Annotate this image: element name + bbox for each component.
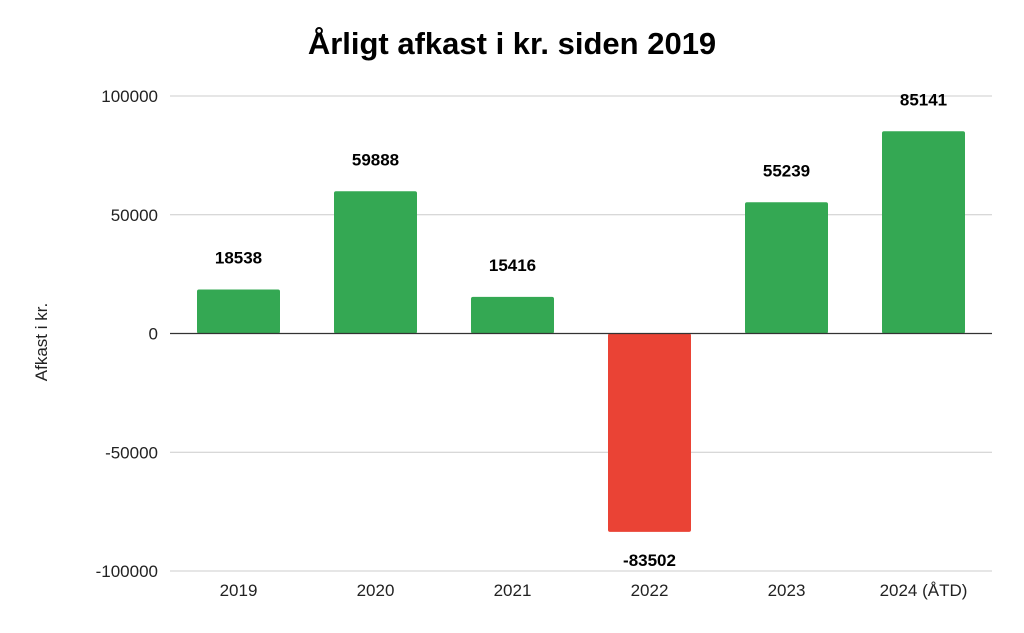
bars (197, 131, 965, 532)
x-tick-label: 2024 (ÅTD) (880, 581, 968, 600)
data-labels: 18538 59888 15416 -83502 55239 85141 (215, 90, 947, 570)
y-tick-label: -100000 (96, 562, 158, 581)
y-tick-label: 50000 (111, 206, 158, 225)
bar-2023 (745, 202, 828, 334)
bar-2021 (471, 296, 554, 334)
x-tick-label: 2021 (494, 581, 532, 600)
x-tick-label: 2022 (631, 581, 669, 600)
x-tick-label: 2020 (357, 581, 395, 600)
data-label: 55239 (763, 161, 810, 180)
data-label: -83502 (623, 551, 676, 570)
data-label: 85141 (900, 90, 947, 109)
y-tick-labels: 100000 50000 0 -50000 -100000 (96, 87, 158, 581)
data-label: 59888 (352, 150, 399, 169)
bar-2020 (334, 191, 417, 334)
x-tick-label: 2023 (768, 581, 806, 600)
y-tick-label: 100000 (101, 87, 158, 106)
y-tick-label: 0 (149, 325, 158, 344)
x-tick-labels: 2019 2020 2021 2022 2023 2024 (ÅTD) (220, 581, 968, 600)
data-label: 15416 (489, 256, 536, 275)
data-label: 18538 (215, 248, 262, 267)
bar-2024-td- (882, 131, 965, 334)
bar-2019 (197, 289, 280, 334)
bar-2022 (608, 333, 691, 532)
gridlines (170, 95, 992, 572)
y-tick-label: -50000 (105, 443, 158, 462)
chart-title: Årligt afkast i kr. siden 2019 (307, 26, 717, 61)
x-tick-label: 2019 (220, 581, 258, 600)
